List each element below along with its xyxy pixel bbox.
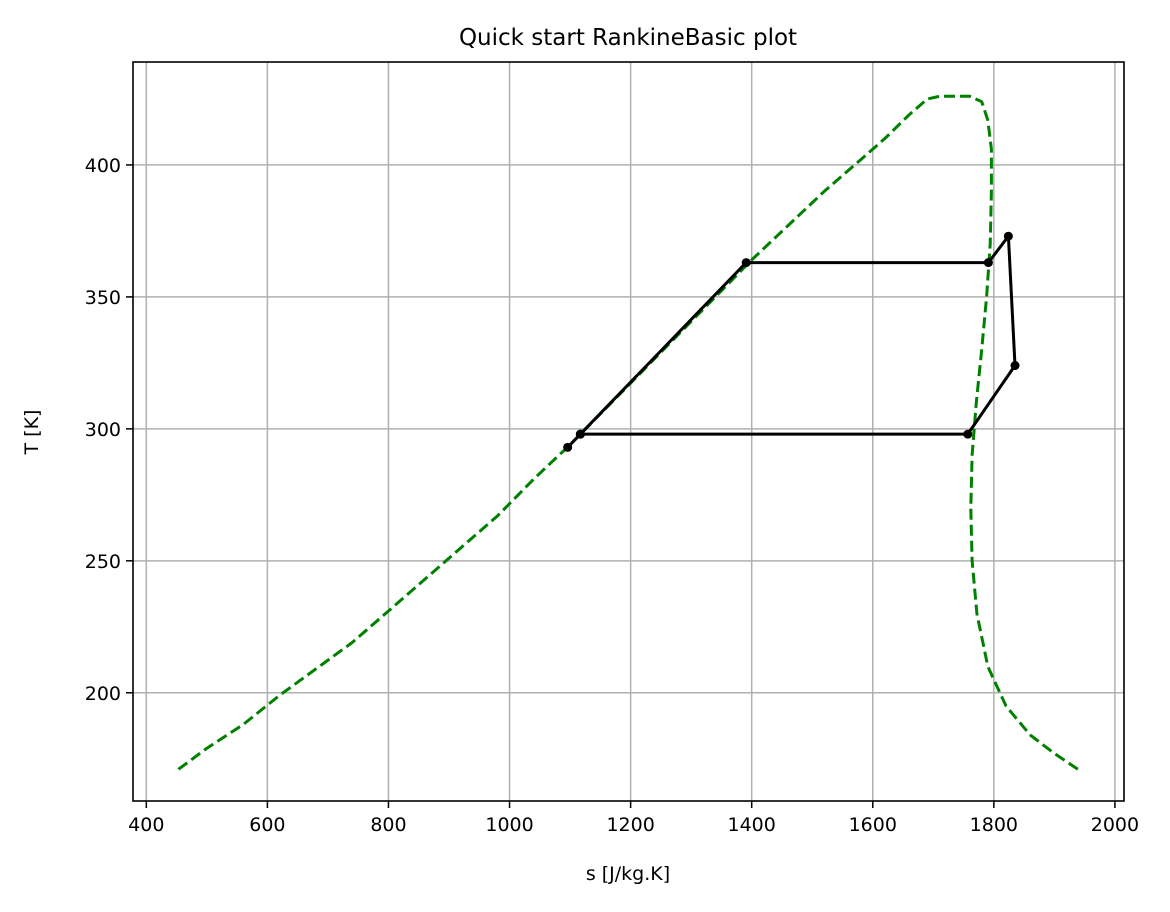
chart-title: Quick start RankineBasic plot [459,25,797,51]
y-tick-label: 300 [85,419,121,441]
grid [133,62,1124,801]
series-point [741,258,751,268]
x-tick-label: 1000 [485,814,533,836]
y-tick-label: 250 [85,551,121,573]
x-tick-label: 1400 [728,814,776,836]
series-point [1010,361,1020,371]
y-tick-label: 200 [85,683,121,705]
y-tick-label: 400 [85,155,121,177]
y-axis-ticks: 200 250 300 350 400 [85,155,133,705]
series-layer [177,94,1079,771]
series-point [575,429,585,439]
x-tick-label: 600 [249,814,285,836]
x-tick-label: 1800 [970,814,1018,836]
x-axis-label: s [J/kg.K] [586,863,670,885]
series-point [563,442,573,452]
x-tick-label: 800 [370,814,406,836]
series-line-0 [177,94,1079,771]
axes-frame [132,61,1125,802]
x-tick-label: 1600 [849,814,897,836]
series-point [963,429,973,439]
x-tick-label: 400 [128,814,164,836]
y-tick-label: 350 [85,287,121,309]
y-axis-label: T [K] [21,410,43,456]
x-axis-ticks: 400 600 800 1000 1200 1400 1600 1800 2000 [128,801,1139,836]
x-tick-label: 1200 [606,814,654,836]
series-line-1 [566,234,1017,449]
x-tick-label: 2000 [1091,814,1139,836]
series-point [1003,231,1013,241]
series-point [983,258,993,268]
